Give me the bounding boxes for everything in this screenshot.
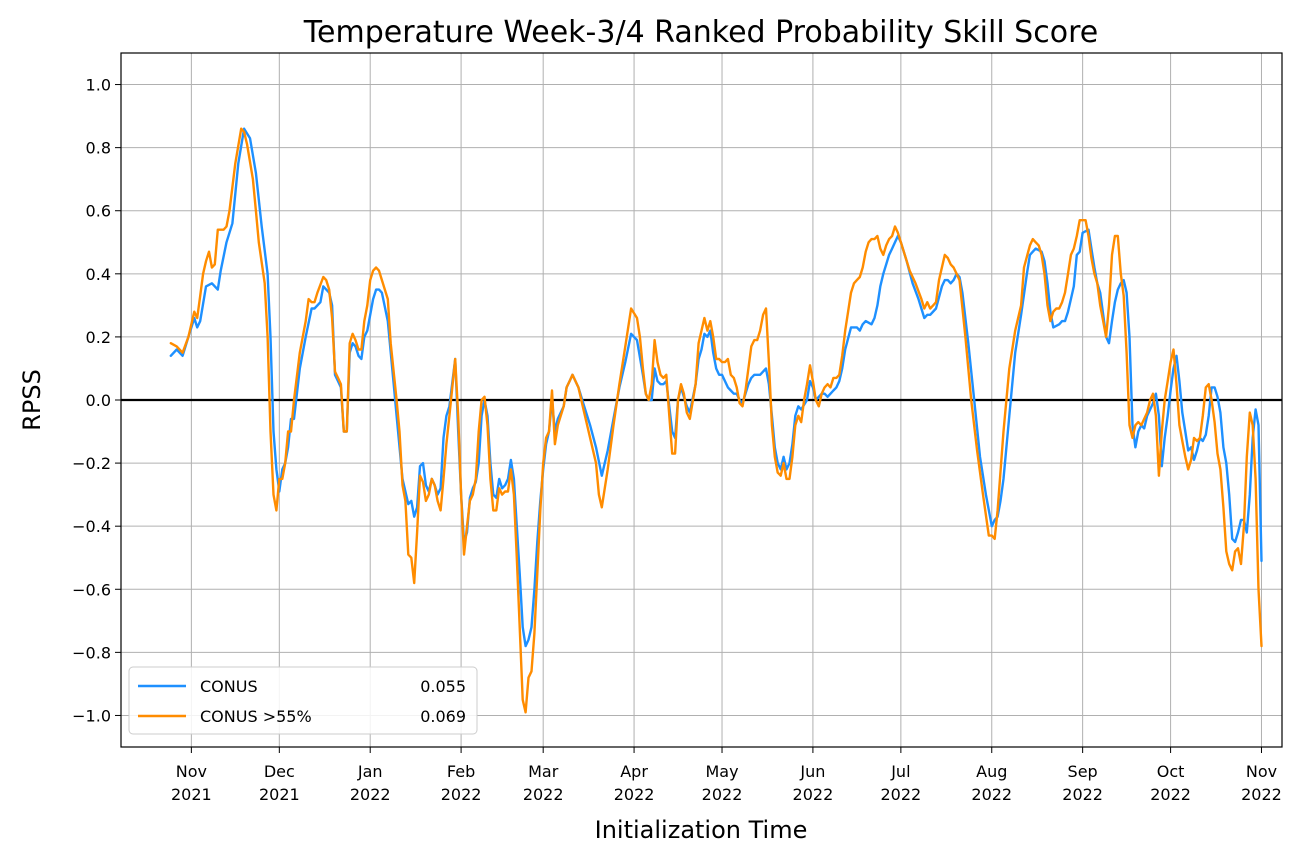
legend-box xyxy=(128,666,478,735)
x-tick-label-month: Jan xyxy=(357,762,383,781)
series-group xyxy=(169,127,1263,714)
legend-value-conus: 0.055 xyxy=(420,677,466,696)
chart-title: Temperature Week-3/4 Ranked Probability … xyxy=(303,15,1098,50)
x-tick-label-month: Jun xyxy=(799,762,825,781)
x-axis: Nov 2021 Dec 2021 Jan 2022 Feb 2022 Mar 2022 Apr 20… xyxy=(171,747,1282,804)
y-tick-label: −0.4 xyxy=(72,517,111,536)
x-tick-label-month: Jul xyxy=(890,762,910,781)
x-tick-label-year: 2022 xyxy=(793,785,834,804)
x-tick-label-year: 2022 xyxy=(702,785,743,804)
x-tick-label-month: Mar xyxy=(528,762,559,781)
x-tick-label-month: Sep xyxy=(1068,762,1098,781)
x-tick-label-year: 2022 xyxy=(441,785,482,804)
y-axis: −1.0 −0.8 −0.6 −0.4 −0.2 0.0 0.2 0.4 0.6 0.8 1.0 xyxy=(72,76,121,725)
y-tick-label: −1.0 xyxy=(72,706,111,725)
x-axis-label: Initialization Time xyxy=(595,816,808,844)
x-tick-label-month: Apr xyxy=(620,762,648,781)
y-tick-label: 0.0 xyxy=(86,391,111,410)
x-tick-label-month: Feb xyxy=(447,762,475,781)
x-tick-label-year: 2022 xyxy=(881,785,922,804)
x-tick-label-year: 2022 xyxy=(971,785,1012,804)
y-tick-label: −0.2 xyxy=(72,454,111,473)
legend-label-conus-55: CONUS >55% xyxy=(200,707,312,726)
y-axis-label: RPSS xyxy=(18,369,46,431)
y-tick-label: 0.6 xyxy=(86,202,111,221)
legend: CONUS 0.055 CONUS >55% 0.069 xyxy=(128,666,478,735)
x-tick-label-year: 2021 xyxy=(171,785,212,804)
x-tick-label-year: 2022 xyxy=(1241,785,1282,804)
y-tick-label: −0.8 xyxy=(72,643,111,662)
series-line-conus-55 xyxy=(169,127,1263,714)
x-tick-label-month: Dec xyxy=(264,762,295,781)
y-tick-label: 0.4 xyxy=(86,265,111,284)
y-tick-label: −0.6 xyxy=(72,580,111,599)
x-tick-label-year: 2022 xyxy=(1062,785,1103,804)
x-tick-label-year: 2021 xyxy=(259,785,300,804)
legend-value-conus-55: 0.069 xyxy=(420,707,466,726)
x-tick-label-month: Oct xyxy=(1157,762,1185,781)
x-tick-label-month: Aug xyxy=(976,762,1007,781)
x-tick-label-month: May xyxy=(705,762,738,781)
y-tick-label: 1.0 xyxy=(86,76,111,95)
y-tick-label: 0.8 xyxy=(86,139,111,158)
x-tick-label-month: Nov xyxy=(1246,762,1277,781)
x-tick-label-month: Nov xyxy=(176,762,207,781)
x-tick-label-year: 2022 xyxy=(350,785,391,804)
y-tick-label: 0.2 xyxy=(86,328,111,347)
x-tick-label-year: 2022 xyxy=(1150,785,1191,804)
x-tick-label-year: 2022 xyxy=(523,785,564,804)
legend-label-conus: CONUS xyxy=(200,677,258,696)
x-tick-label-year: 2022 xyxy=(614,785,655,804)
